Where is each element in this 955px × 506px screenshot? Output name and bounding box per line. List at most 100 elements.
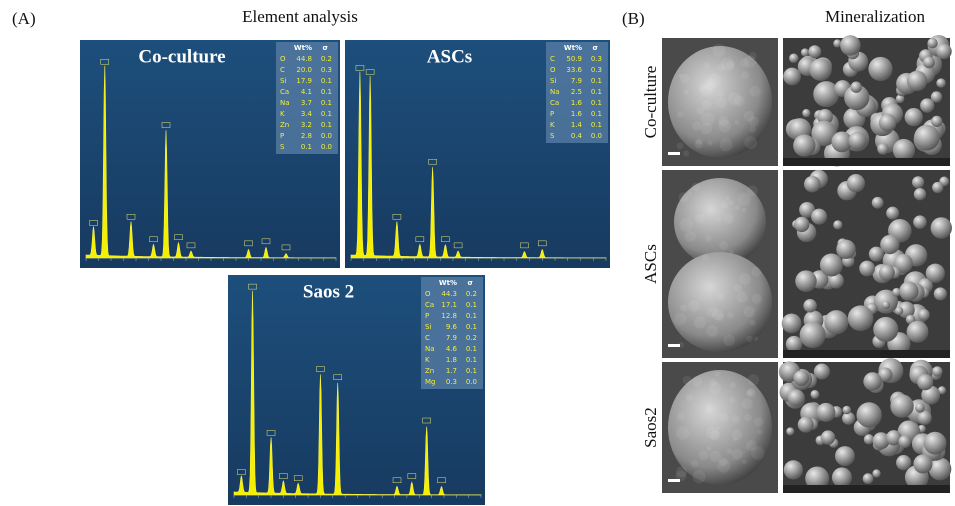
spectrum-title: Saos 2 (303, 281, 354, 302)
grain (899, 282, 918, 301)
wt-percent: 44.8 (296, 55, 312, 63)
texture (751, 446, 764, 459)
grain (824, 310, 848, 334)
sigma: 0.0 (466, 378, 477, 386)
element: Na (280, 99, 290, 107)
grain (802, 109, 810, 117)
element: Zn (280, 121, 289, 129)
grain (880, 235, 899, 254)
grain (793, 134, 815, 156)
grain (795, 270, 816, 291)
texture (757, 429, 762, 434)
texture (721, 202, 728, 209)
grain (907, 71, 927, 91)
texture (696, 139, 702, 145)
element: Si (425, 323, 431, 331)
grain (801, 48, 809, 56)
texture (677, 412, 685, 420)
element: Ca (425, 301, 434, 309)
texture (734, 120, 739, 125)
sigma: 0.1 (466, 312, 477, 320)
scale-bar (668, 152, 680, 155)
sigma: 0.1 (466, 367, 477, 375)
scale-bar (668, 479, 680, 482)
grain (864, 434, 874, 444)
wt-percent: 17.1 (441, 301, 457, 309)
grain (914, 125, 940, 151)
wt-percent: 0.3 (446, 378, 457, 386)
texture (686, 394, 694, 402)
grain (927, 38, 937, 48)
texture (721, 58, 734, 71)
grain (931, 91, 942, 102)
element: O (425, 290, 431, 298)
grain (936, 78, 945, 87)
texture (729, 200, 734, 205)
eds-panel: Wt%σO44.30.2Ca17.10.1P12.80.1Si9.60.1C7.… (228, 275, 485, 505)
element: Na (550, 88, 560, 96)
grain (832, 467, 852, 487)
texture (744, 55, 756, 67)
element: K (425, 356, 430, 364)
table-header: σ (323, 44, 329, 52)
texture (739, 273, 751, 285)
texture (737, 292, 748, 303)
texture (677, 142, 684, 149)
wt-percent: 4.1 (301, 88, 312, 96)
grain (809, 58, 831, 80)
texture (718, 119, 731, 132)
texture (683, 151, 689, 157)
grain (877, 143, 888, 154)
texture (707, 140, 712, 145)
sigma: 0.1 (321, 77, 332, 85)
element: K (550, 121, 555, 129)
texture (703, 62, 710, 69)
sigma: 0.1 (591, 77, 602, 85)
grain (814, 363, 830, 379)
texture (751, 267, 761, 277)
texture (718, 91, 724, 97)
grain (859, 261, 875, 277)
texture (717, 293, 725, 301)
row-label: ASCs (641, 244, 660, 284)
texture (735, 205, 740, 210)
scale-bar (668, 344, 680, 347)
texture (719, 241, 728, 250)
grain (847, 174, 865, 192)
texture (679, 218, 692, 231)
texture (748, 374, 760, 386)
grain (895, 307, 903, 315)
grain (794, 217, 809, 232)
grain (915, 403, 925, 413)
wt-percent: 33.6 (566, 66, 582, 74)
grain (856, 402, 881, 427)
grain (810, 390, 819, 399)
sigma: 0.2 (321, 55, 332, 63)
wt-percent: 0.1 (301, 143, 312, 151)
texture (744, 306, 755, 317)
element: S (280, 143, 285, 151)
texture (709, 379, 716, 386)
grain (786, 427, 794, 435)
texture (680, 304, 687, 311)
wt-percent: 4.6 (446, 345, 458, 353)
texture (691, 460, 698, 467)
element: Ca (550, 99, 559, 107)
texture (746, 335, 753, 342)
sigma: 0.1 (321, 121, 332, 129)
element: C (550, 55, 555, 63)
grain (926, 264, 945, 283)
texture (738, 193, 751, 206)
element: P (425, 312, 429, 320)
grain (890, 394, 913, 417)
texture (754, 417, 764, 427)
element: C (280, 66, 285, 74)
grain (808, 45, 821, 58)
grain (923, 56, 935, 68)
texture (742, 398, 753, 409)
grain (800, 322, 826, 348)
texture (741, 71, 749, 79)
wt-percent: 20.0 (296, 66, 312, 74)
grain (872, 197, 884, 209)
wt-percent: 1.6 (571, 99, 583, 107)
